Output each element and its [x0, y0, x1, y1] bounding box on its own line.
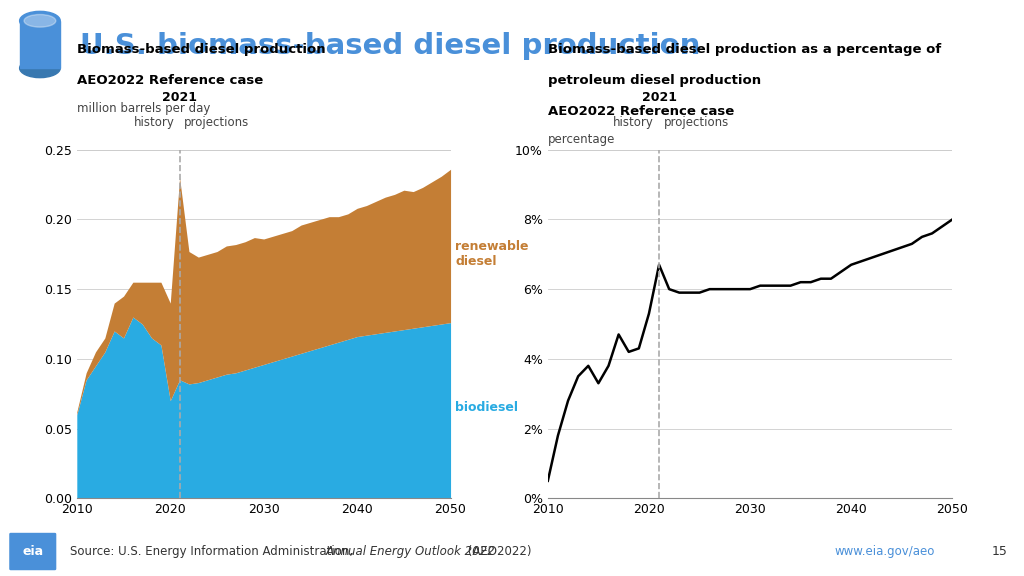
Text: AEO2022 Reference case: AEO2022 Reference case	[548, 105, 734, 119]
Text: U.S. biomass-based diesel production: U.S. biomass-based diesel production	[80, 32, 700, 60]
Text: Biomass-based diesel production as a percentage of: Biomass-based diesel production as a per…	[548, 43, 941, 56]
Text: million barrels per day: million barrels per day	[77, 102, 210, 115]
Text: biodiesel: biodiesel	[456, 401, 518, 414]
Text: Biomass-based diesel production: Biomass-based diesel production	[77, 43, 326, 56]
Text: www.eia.gov/aeo: www.eia.gov/aeo	[835, 545, 935, 558]
Text: AEO2022 Reference case: AEO2022 Reference case	[77, 74, 263, 87]
Text: history: history	[613, 116, 654, 129]
Text: 2021: 2021	[162, 92, 197, 104]
Text: 15: 15	[991, 545, 1008, 558]
Text: percentage: percentage	[548, 133, 615, 146]
Text: Source: U.S. Energy Information Administration,: Source: U.S. Energy Information Administ…	[70, 545, 356, 558]
Bar	[19, 21, 60, 68]
FancyBboxPatch shape	[8, 532, 57, 571]
Ellipse shape	[19, 12, 60, 31]
Text: projections: projections	[665, 116, 729, 129]
Text: 2021: 2021	[642, 92, 677, 104]
Text: Annual Energy Outlook 2022: Annual Energy Outlook 2022	[326, 545, 495, 558]
Text: (AEO2022): (AEO2022)	[464, 545, 531, 558]
Text: eia: eia	[23, 545, 43, 558]
Text: history: history	[134, 116, 175, 129]
Ellipse shape	[25, 14, 56, 27]
Ellipse shape	[19, 59, 60, 78]
Text: petroleum diesel production: petroleum diesel production	[548, 74, 761, 87]
Text: projections: projections	[184, 116, 250, 129]
Text: renewable
diesel: renewable diesel	[456, 240, 528, 268]
